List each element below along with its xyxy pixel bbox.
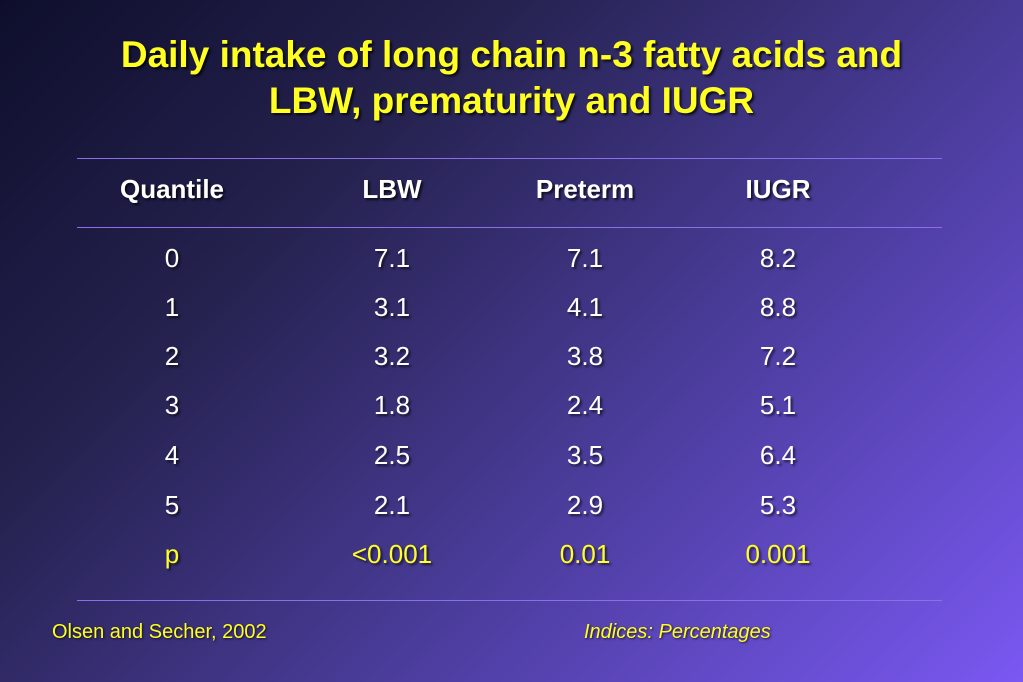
title-line-1: Daily intake of long chain n-3 fatty aci…: [120, 34, 903, 75]
iugr-cell: 7.2: [759, 341, 797, 371]
quantile-cell: 3: [164, 390, 180, 420]
table-row: 3 1.8 2.4 5.1: [0, 390, 1023, 430]
lbw-cell: 3.1: [373, 292, 411, 322]
preterm-cell: 4.1: [566, 292, 604, 322]
iugr-cell: 8.2: [759, 243, 797, 273]
iugr-cell: 6.4: [759, 440, 797, 470]
lbw-cell: 2.5: [373, 440, 411, 470]
source-citation: Olsen and Secher, 2002: [52, 621, 267, 643]
slide-title: Daily intake of long chain n-3 fatty aci…: [0, 32, 1023, 124]
lbw-cell: 1.8: [373, 390, 411, 420]
table-row: 1 3.1 4.1 8.8: [0, 292, 1023, 332]
header-quantile: Quantile: [119, 174, 224, 204]
iugr-cell: 5.3: [759, 490, 797, 520]
quantile-cell: 2: [164, 341, 180, 371]
preterm-cell: 7.1: [566, 243, 604, 273]
preterm-cell: 2.4: [566, 390, 604, 420]
preterm-p-cell: 0.01: [559, 539, 611, 569]
preterm-cell: 2.9: [566, 490, 604, 520]
quantile-cell: 1: [164, 292, 180, 322]
title-line-2: LBW, prematurity and IUGR: [268, 80, 755, 121]
quantile-cell: 5: [164, 490, 180, 520]
units-note: Indices: Percentages: [584, 621, 771, 643]
quantile-cell: 0: [164, 243, 180, 273]
iugr-cell: 5.1: [759, 390, 797, 420]
preterm-cell: 3.8: [566, 341, 604, 371]
iugr-p-cell: 0.001: [745, 539, 811, 569]
table-top-rule: [77, 158, 942, 159]
table-row: 4 2.5 3.5 6.4: [0, 440, 1023, 480]
iugr-cell: 8.8: [759, 292, 797, 322]
header-iugr: IUGR: [745, 174, 811, 204]
p-label-cell: p: [164, 539, 180, 569]
table-row: 5 2.1 2.9 5.3: [0, 490, 1023, 530]
table-bottom-rule: [77, 600, 942, 601]
table-header-rule: [77, 227, 942, 228]
table-row: 0 7.1 7.1 8.2: [0, 243, 1023, 283]
lbw-cell: 2.1: [373, 490, 411, 520]
lbw-p-cell: <0.001: [351, 539, 433, 569]
p-value-row: p <0.001 0.01 0.001: [0, 539, 1023, 579]
quantile-cell: 4: [164, 440, 180, 470]
table-header: Quantile LBW Preterm IUGR: [0, 174, 1023, 208]
header-preterm: Preterm: [535, 174, 635, 204]
header-lbw: LBW: [362, 174, 422, 204]
lbw-cell: 3.2: [373, 341, 411, 371]
lbw-cell: 7.1: [373, 243, 411, 273]
preterm-cell: 3.5: [566, 440, 604, 470]
table-row: 2 3.2 3.8 7.2: [0, 341, 1023, 381]
